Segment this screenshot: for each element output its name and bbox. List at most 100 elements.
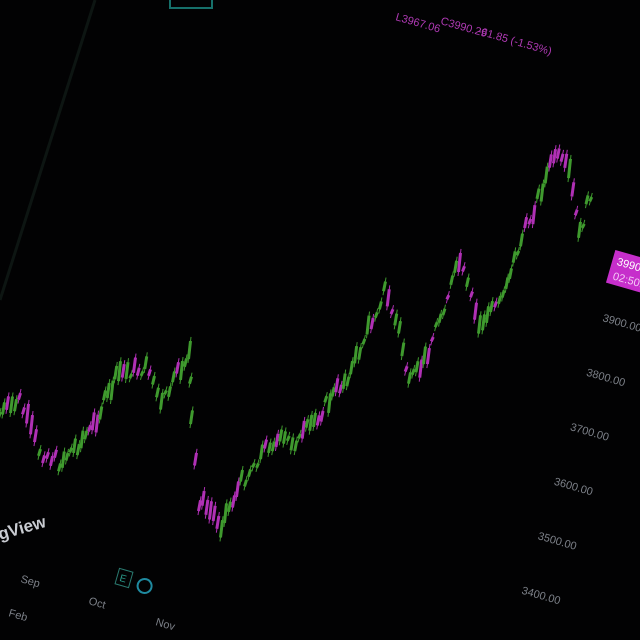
candle-body [308, 414, 314, 431]
candle-body [389, 308, 395, 315]
candle-body [215, 515, 221, 529]
candle-body [49, 455, 54, 467]
candle-body [547, 154, 553, 168]
candle-body [588, 196, 594, 203]
candle-body [135, 367, 141, 376]
candle-body [179, 360, 184, 381]
candle-body [418, 359, 424, 378]
time-label: Feb [7, 607, 29, 624]
candle-body [400, 342, 406, 357]
candle-body [1, 402, 6, 415]
candle-body [289, 437, 295, 451]
screen-edge [0, 0, 97, 301]
candle-body [315, 415, 321, 426]
candle-body [57, 463, 62, 472]
badge-circle [136, 577, 153, 594]
candle-body [304, 418, 310, 428]
candle-body [293, 440, 299, 452]
candle-body [555, 148, 561, 159]
candle-body [60, 451, 66, 468]
candle-body [33, 429, 38, 443]
candle-body [75, 443, 81, 456]
candle-body [64, 452, 70, 461]
candle-body [441, 308, 447, 316]
candle-body [98, 406, 104, 420]
candle-body [330, 386, 336, 397]
candle-body [159, 392, 164, 410]
candle-body [128, 373, 134, 379]
candle-body [267, 442, 272, 454]
candle-body [5, 396, 10, 411]
candles [0, 144, 594, 542]
candle-body [422, 346, 427, 365]
candle-body [79, 430, 85, 449]
candle-body [393, 313, 399, 326]
candle-body [274, 433, 280, 448]
candle-body [219, 520, 224, 538]
candle-body [559, 153, 565, 163]
time-label: Nov [154, 616, 177, 633]
candle-body [580, 223, 586, 229]
candle-body [312, 412, 317, 428]
candle-body [132, 357, 137, 373]
candle-body [37, 448, 42, 457]
candle-body [531, 205, 537, 225]
candle-body [493, 301, 498, 308]
candle-body [255, 462, 260, 469]
badge-label: E [118, 573, 128, 586]
candle-body [433, 321, 439, 328]
candle-body [21, 407, 26, 415]
candle-body [120, 363, 126, 378]
time-label: Oct [87, 595, 107, 611]
candle-body [469, 291, 474, 298]
candle-body [410, 368, 416, 376]
candle-body [243, 479, 248, 487]
candle-body [523, 216, 529, 229]
candle-body [515, 250, 521, 256]
candle-body [414, 361, 420, 373]
candle-body [397, 320, 402, 334]
candle-body [453, 260, 459, 273]
candle-body [109, 380, 115, 401]
candle-body [247, 469, 252, 478]
candle-body [357, 346, 363, 360]
candle-body [504, 277, 510, 290]
candle-body [53, 449, 58, 458]
candle-body [465, 277, 470, 288]
candle-body [113, 365, 119, 380]
candle-body [500, 289, 506, 298]
candle-body [90, 412, 96, 431]
candle-body [341, 373, 347, 390]
candle-body [300, 420, 306, 439]
candle-body [227, 501, 232, 513]
candle-body [449, 275, 455, 286]
toolbar-button [169, 0, 213, 9]
candle-body [208, 501, 213, 520]
candle-body [382, 281, 387, 292]
candle-body [83, 430, 89, 440]
candle-body [543, 166, 549, 184]
candle-body [223, 503, 228, 524]
candle-body [94, 414, 100, 433]
candle-body [0, 411, 2, 419]
candle-body [87, 424, 92, 432]
candle-body [353, 345, 359, 364]
candle-body [25, 403, 30, 424]
candle-body [45, 451, 50, 460]
candle-body [377, 301, 383, 310]
candle-body [211, 505, 217, 522]
candle-body [204, 499, 210, 515]
candle-body [508, 268, 513, 280]
candle-body [567, 158, 572, 179]
candle-body [167, 386, 172, 398]
candle-body [584, 195, 590, 205]
candle-wick [0, 407, 2, 415]
candle-body [338, 384, 343, 394]
candle-body [527, 218, 533, 225]
candle-body [285, 435, 291, 442]
candle-body [327, 393, 332, 414]
candle-body [334, 378, 340, 393]
candle-body [407, 372, 412, 384]
